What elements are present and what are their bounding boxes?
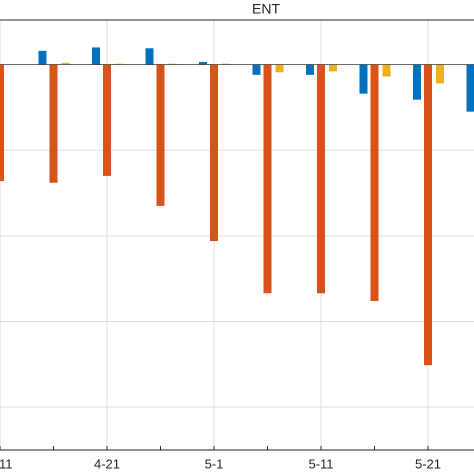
bar [199,61,207,65]
bar [38,50,47,65]
bar [222,63,230,65]
bar [466,64,474,112]
bar [115,63,123,65]
bar [306,64,314,75]
bar [61,62,70,65]
plot-frame [0,19,474,451]
bar [275,64,284,73]
x-tick-label: 5-21 [415,456,441,471]
x-tick-label: 5-1 [205,456,224,471]
bar [0,64,4,182]
bar [168,63,177,65]
bar [92,47,100,65]
bar [436,64,444,84]
bar [359,64,368,94]
bar [156,64,165,206]
bar [413,64,421,100]
plot-area [0,20,474,450]
bar [329,64,337,72]
bar [263,64,272,294]
bar [252,64,261,75]
bar [382,64,391,77]
chart-title: ENT [252,1,280,17]
bar [49,64,58,183]
bar [145,48,154,65]
bar [370,64,379,301]
x-tick-label: 5-11 [308,456,333,471]
bar [317,64,325,294]
x-tick-label: 4-11 [0,456,13,471]
bar [424,64,432,366]
bar [103,64,111,176]
x-tick-label: 4-21 [94,456,120,471]
bar [210,64,218,241]
